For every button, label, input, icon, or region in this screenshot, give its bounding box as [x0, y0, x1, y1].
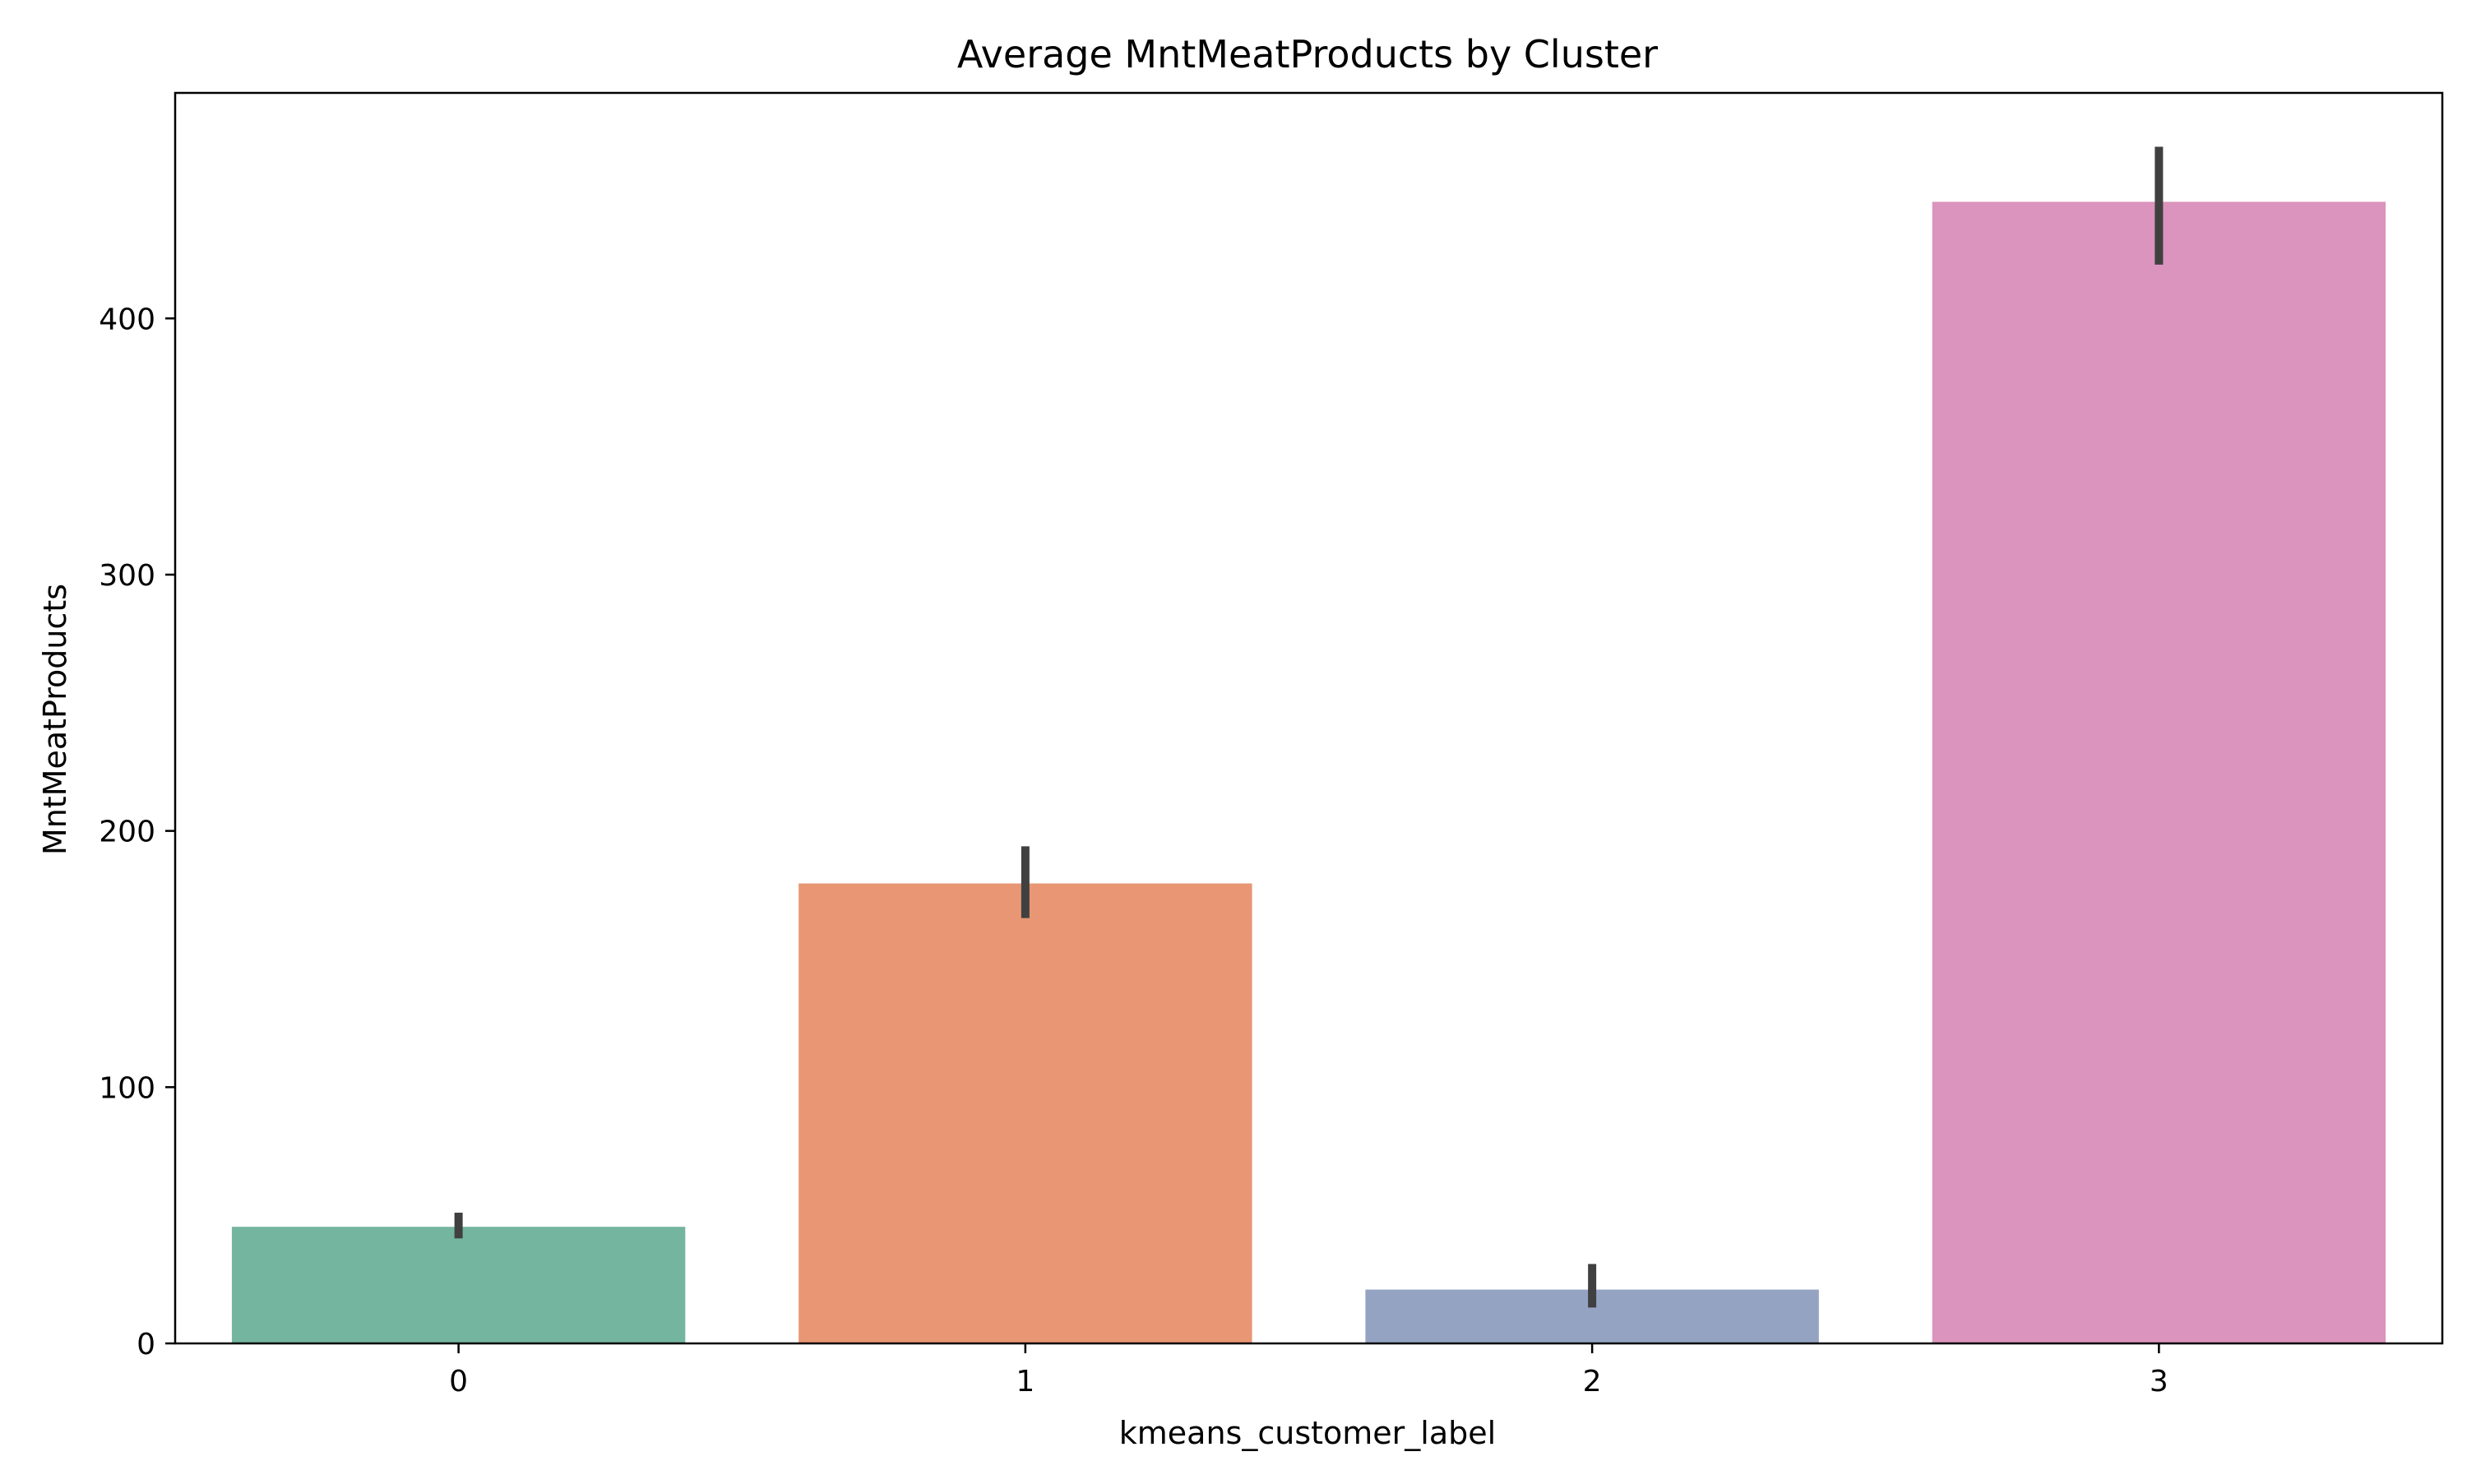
plot-frame — [174, 91, 2444, 1345]
error-bars-group — [454, 146, 2164, 1308]
x-tick-label-1: 1 — [1016, 1365, 1034, 1398]
y-tick-label-400: 400 — [99, 303, 155, 336]
bar-1 — [798, 883, 1252, 1343]
bar-3 — [1932, 201, 2386, 1344]
bar-0 — [231, 1227, 686, 1343]
y-axis-ticks: 0 100 200 300 400 — [99, 303, 175, 1361]
x-tick-label-3: 3 — [2150, 1365, 2168, 1398]
y-tick-label-0: 0 — [137, 1328, 155, 1361]
y-tick-label-200: 200 — [99, 816, 155, 849]
y-tick-label-100: 100 — [99, 1071, 155, 1105]
x-tick-label-2: 2 — [1583, 1365, 1602, 1398]
x-tick-label-0: 0 — [449, 1365, 468, 1398]
x-axis-label: kmeans_customer_label — [1119, 1415, 1496, 1451]
chart-title: Average MntMeatProducts by Cluster — [957, 32, 1658, 76]
x-axis-ticks: 0 1 2 3 — [449, 1343, 2168, 1398]
bars-group — [231, 201, 2386, 1344]
y-axis-label: MntMeatProducts — [37, 584, 73, 855]
y-tick-label-300: 300 — [99, 559, 155, 593]
